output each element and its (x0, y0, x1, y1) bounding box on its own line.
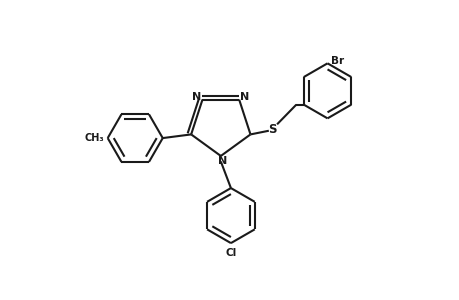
Text: N: N (218, 157, 227, 166)
Text: S: S (268, 123, 276, 136)
Text: N: N (240, 92, 249, 102)
Text: N: N (191, 92, 201, 102)
Text: Cl: Cl (225, 248, 236, 258)
Text: CH₃: CH₃ (84, 133, 104, 143)
Text: Br: Br (330, 56, 344, 66)
